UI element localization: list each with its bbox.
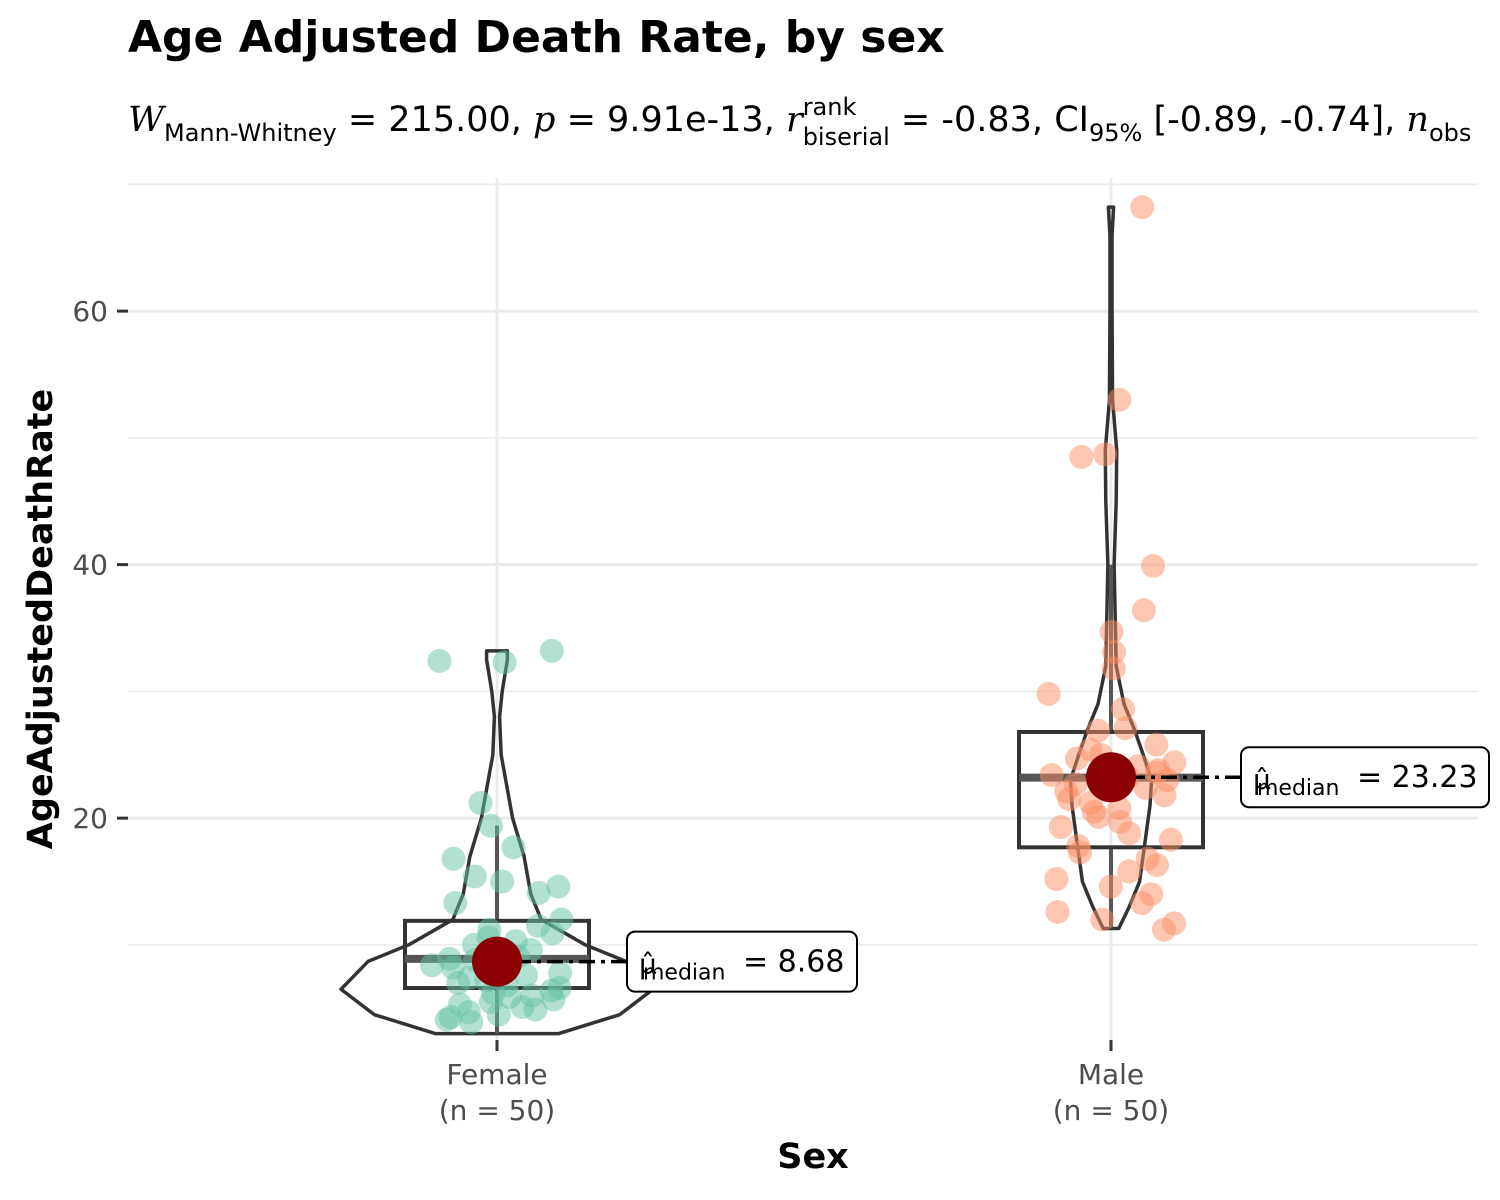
data-point bbox=[1145, 853, 1170, 878]
data-point bbox=[427, 648, 452, 673]
data-point bbox=[486, 1002, 511, 1027]
data-point bbox=[1133, 775, 1158, 800]
data-point bbox=[539, 638, 564, 663]
data-point bbox=[546, 874, 571, 899]
data-point bbox=[1057, 787, 1082, 812]
data-point bbox=[1064, 746, 1089, 771]
data-point bbox=[490, 869, 515, 894]
data-point bbox=[492, 650, 517, 675]
box-iqr bbox=[1017, 729, 1205, 850]
data-point bbox=[1044, 867, 1069, 892]
data-point bbox=[1086, 718, 1111, 743]
subtitle-r-letter: r bbox=[785, 100, 803, 140]
data-point bbox=[459, 1010, 484, 1035]
subtitle-r-stack: rank biserial bbox=[803, 92, 890, 152]
chart-title: Age Adjusted Death Rate, by sex bbox=[128, 12, 945, 63]
subtitle-n-sub: obs bbox=[1428, 119, 1472, 147]
data-point bbox=[1069, 444, 1094, 469]
data-point bbox=[1090, 907, 1115, 932]
data-point bbox=[1152, 917, 1177, 942]
data-point bbox=[1039, 763, 1064, 788]
data-point bbox=[526, 880, 551, 905]
data-point bbox=[523, 997, 548, 1022]
data-point bbox=[1158, 827, 1183, 852]
data-point bbox=[1101, 656, 1126, 681]
subtitle-r-label: ^ r bbox=[785, 92, 810, 140]
data-point bbox=[434, 1007, 459, 1032]
y-tick-label: 20 bbox=[72, 802, 108, 835]
data-point bbox=[1113, 716, 1138, 741]
data-point bbox=[1098, 874, 1123, 899]
data-point bbox=[446, 970, 471, 995]
data-point bbox=[1107, 387, 1132, 412]
subtitle-r-sup: rank bbox=[802, 93, 857, 121]
data-point bbox=[1129, 891, 1154, 916]
grid-layer bbox=[128, 178, 1478, 1040]
subtitle-p-label: p bbox=[533, 100, 556, 140]
data-point bbox=[540, 921, 565, 946]
median-label-value: = 23.23 bbox=[1357, 760, 1478, 795]
subtitle-p-value: = 9.91e-13, bbox=[566, 100, 775, 140]
data-point bbox=[1068, 840, 1093, 865]
subtitle-n-label: n bbox=[1406, 100, 1429, 140]
data-point bbox=[1099, 619, 1124, 644]
data-point bbox=[443, 891, 468, 916]
data-point bbox=[1117, 859, 1142, 884]
data-point bbox=[1093, 442, 1118, 467]
median-dot bbox=[472, 936, 522, 987]
data-point bbox=[1117, 821, 1142, 846]
data-point bbox=[1130, 195, 1155, 220]
median-label-box bbox=[1240, 746, 1490, 809]
data-point bbox=[501, 835, 526, 860]
x-tick-count: (n = 50) bbox=[1053, 1094, 1169, 1127]
median-label-sub: median bbox=[1257, 776, 1339, 801]
x-tick-label: Female bbox=[446, 1058, 547, 1091]
subtitle-w-value: = 215.00, bbox=[347, 100, 522, 140]
subtitle-r-value: = -0.83, bbox=[900, 100, 1044, 140]
annotation-layer: μ̂median = 8.68μ̂median = 23.23 bbox=[472, 746, 1490, 993]
data-point bbox=[1152, 783, 1177, 808]
data-point bbox=[441, 846, 466, 871]
chart-subtitle: WMann-Whitney = 215.00, p = 9.91e-13, ^ r… bbox=[128, 92, 1500, 152]
median-dot bbox=[1086, 752, 1136, 803]
subtitle-w-label: W bbox=[128, 100, 164, 140]
subtitle-ci-sub: 95% bbox=[1088, 119, 1143, 147]
data-point bbox=[478, 813, 503, 838]
y-tick-label: 60 bbox=[72, 295, 108, 328]
median-label-value: = 8.68 bbox=[743, 945, 844, 980]
x-tick-count: (n = 50) bbox=[439, 1094, 555, 1127]
y-axis-title: AgeAdjustedDeathRate bbox=[21, 389, 61, 849]
subtitle-w-sub: Mann-Whitney bbox=[163, 119, 337, 147]
data-point bbox=[1111, 697, 1136, 722]
subtitle-r-sub: biserial bbox=[802, 123, 890, 151]
data-point bbox=[1141, 553, 1166, 578]
median-label-symbol: μ̂ bbox=[639, 948, 657, 981]
x-tick-label: Male bbox=[1078, 1058, 1144, 1091]
median-label-symbol: μ̂ bbox=[1253, 763, 1271, 796]
data-point bbox=[1131, 598, 1156, 623]
y-tick-label: 40 bbox=[72, 549, 108, 582]
data-point bbox=[468, 790, 493, 815]
data-point bbox=[1036, 681, 1061, 706]
data-point bbox=[462, 864, 487, 889]
x-axis-title: Sex bbox=[777, 1137, 849, 1177]
data-point bbox=[420, 953, 445, 978]
subtitle-ci-value: [-0.89, -0.74], bbox=[1153, 100, 1396, 140]
data-point bbox=[1144, 732, 1169, 757]
data-point bbox=[1045, 899, 1070, 924]
subtitle-r-hat: ^ bbox=[787, 92, 810, 108]
data-point bbox=[1048, 815, 1073, 840]
data-point bbox=[541, 987, 566, 1012]
median-label-sub: median bbox=[643, 961, 725, 986]
median-label-box bbox=[626, 930, 858, 993]
data-point bbox=[1086, 804, 1111, 829]
subtitle-ci-label: CI bbox=[1054, 100, 1089, 140]
